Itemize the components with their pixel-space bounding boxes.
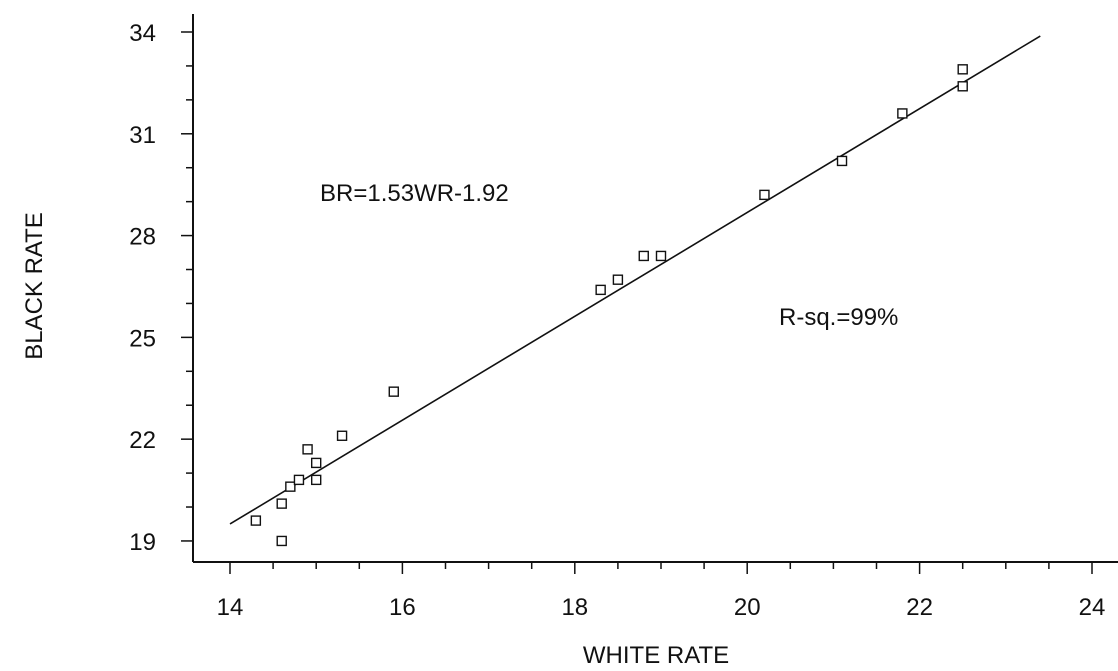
data-point — [336, 430, 348, 441]
y-tick-label: 28 — [129, 224, 156, 251]
y-tick-label: 19 — [129, 529, 156, 556]
data-point — [276, 498, 287, 509]
tick-labels: 14 16 18 20 22 24 19 22 25 28 31 34 — [129, 20, 1105, 621]
data-point — [595, 284, 606, 296]
y-axis-title: BLACK RATE — [21, 212, 48, 360]
x-tick-label: 24 — [1079, 594, 1106, 621]
y-tick-label: 31 — [129, 122, 156, 149]
data-point — [302, 444, 313, 455]
x-tick-label: 14 — [217, 594, 244, 621]
data-point — [897, 108, 908, 119]
x-tick-label: 18 — [561, 594, 588, 621]
data-point — [311, 474, 322, 486]
data-point — [250, 515, 262, 526]
data-point — [836, 155, 848, 167]
x-tick-label: 16 — [389, 594, 416, 621]
axes — [192, 14, 1118, 563]
data-point — [759, 189, 770, 201]
regression-line — [229, 35, 1041, 525]
data-point — [957, 81, 968, 92]
y-tick-label: 34 — [129, 20, 156, 47]
data-point — [655, 250, 667, 262]
data-point — [957, 64, 968, 75]
ticks — [181, 31, 1093, 574]
regression-equation-label: BR=1.53WR-1.92 — [320, 180, 509, 207]
y-tick-label: 25 — [129, 325, 156, 352]
x-tick-label: 20 — [734, 594, 761, 621]
data-point — [276, 535, 287, 547]
data-point — [311, 457, 322, 469]
data-points — [250, 64, 968, 547]
r-squared-label: R-sq.=99% — [779, 304, 898, 331]
x-tick-label: 22 — [906, 594, 933, 621]
data-point — [638, 250, 649, 262]
data-point — [285, 481, 296, 492]
data-point — [293, 474, 305, 486]
data-point — [388, 386, 399, 397]
x-axis-title: WHITE RATE — [583, 642, 729, 669]
y-tick-label: 22 — [129, 427, 156, 454]
data-point — [612, 274, 624, 285]
